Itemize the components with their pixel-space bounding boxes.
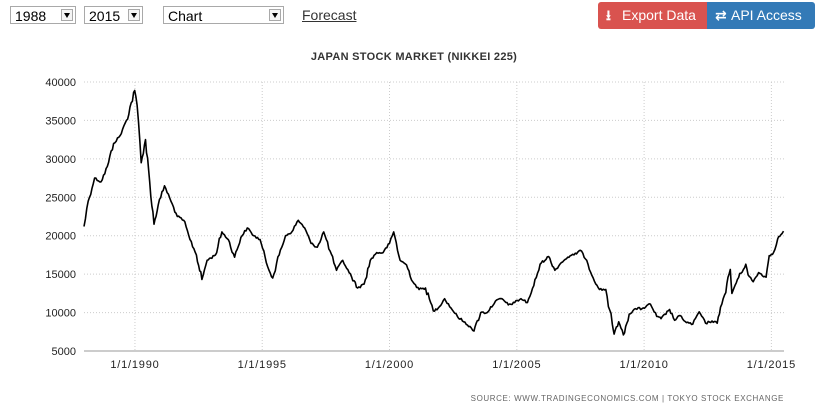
chevron-down-icon xyxy=(128,9,140,21)
x-tick-label: 1/1/2000 xyxy=(365,359,414,371)
y-tick-label: 30000 xyxy=(45,154,76,166)
y-tick-label: 15000 xyxy=(45,269,76,281)
series-line xyxy=(83,89,785,336)
chart-source: SOURCE: WWW.TRADINGECONOMICS.COM | TOKYO… xyxy=(471,394,784,403)
y-axis: 5000 10000 15000 20000 25000 30000 35000 40000 xyxy=(45,77,76,358)
toolbar: 1988 2015 Chart Forecast ⭳ Export Data ⇄ A… xyxy=(0,0,832,32)
api-access-label: API Access xyxy=(731,7,802,23)
end-year-select[interactable]: 2015 xyxy=(84,6,143,24)
download-icon: ⭳ xyxy=(606,7,611,23)
x-tick-label: 1/1/2010 xyxy=(620,359,669,371)
api-access-button[interactable]: ⇄ API Access xyxy=(707,2,815,29)
y-tick-label: 35000 xyxy=(45,115,76,127)
chart-title: JAPAN STOCK MARKET (NIKKEI 225) xyxy=(311,51,517,63)
x-tick-label: 1/1/1995 xyxy=(238,359,287,371)
x-axis: 1/1/1990 1/1/1995 1/1/2000 1/1/2005 1/1/2010… xyxy=(110,359,796,371)
export-data-label: Export Data xyxy=(622,7,696,23)
forecast-link[interactable]: Forecast xyxy=(302,7,357,23)
start-year-select[interactable]: 1988 xyxy=(10,6,76,24)
y-tick-label: 5000 xyxy=(52,346,76,358)
x-tick-label: 1/1/2005 xyxy=(492,359,541,371)
chevron-down-icon xyxy=(61,9,73,21)
y-tick-label: 25000 xyxy=(45,192,76,204)
y-tick-label: 40000 xyxy=(45,77,76,89)
x-tick-label: 1/1/1990 xyxy=(110,359,159,371)
view-select[interactable]: Chart xyxy=(163,6,284,24)
chevron-down-icon xyxy=(269,9,281,21)
start-year-value: 1988 xyxy=(15,8,47,24)
export-data-button[interactable]: ⭳ Export Data xyxy=(598,2,707,29)
y-tick-label: 20000 xyxy=(45,231,76,243)
view-value: Chart xyxy=(168,8,203,24)
y-tick-label: 10000 xyxy=(45,308,76,320)
end-year-value: 2015 xyxy=(89,8,121,24)
x-tick-label: 1/1/2015 xyxy=(747,359,796,371)
transfer-arrows-icon: ⇄ xyxy=(715,7,727,23)
